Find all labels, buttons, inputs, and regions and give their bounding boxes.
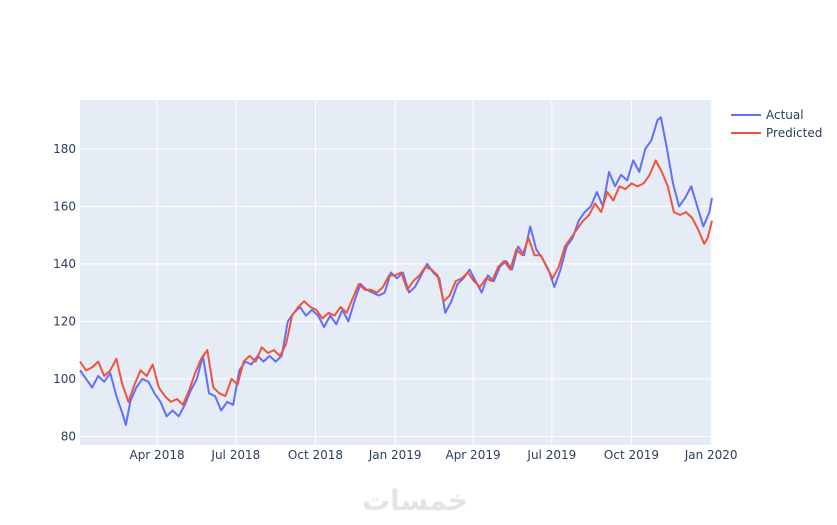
x-tick-label: Oct 2019 <box>604 448 659 462</box>
y-tick-label: 140 <box>53 257 76 271</box>
plot-background <box>80 100 712 445</box>
x-tick-label: Apr 2019 <box>445 448 500 462</box>
legend-item-predicted[interactable]: Predicted <box>731 126 822 140</box>
legend-label-predicted: Predicted <box>766 126 822 140</box>
x-tick-label: Jul 2019 <box>526 448 576 462</box>
legend-label-actual: Actual <box>766 108 804 122</box>
x-tick-label: Oct 2018 <box>288 448 343 462</box>
y-axis-ticks: 80 100 120 140 160 180 <box>53 142 76 444</box>
x-tick-label: Apr 2018 <box>129 448 184 462</box>
series-lines <box>79 116 713 426</box>
y-tick-label: 160 <box>53 199 76 213</box>
watermark-logo: خمسات <box>362 484 469 517</box>
legend-item-actual[interactable]: Actual <box>731 108 804 122</box>
grid-lines <box>80 100 712 445</box>
series-line-actual <box>79 116 713 426</box>
series-line-predicted <box>79 159 713 406</box>
x-tick-label: Jul 2018 <box>210 448 260 462</box>
y-tick-label: 100 <box>53 372 76 386</box>
x-tick-label: Jan 2019 <box>368 448 422 462</box>
y-tick-label: 80 <box>61 429 76 443</box>
y-tick-label: 180 <box>53 142 76 156</box>
x-axis-ticks: Apr 2018 Jul 2018 Oct 2018 Jan 2019 Apr 2019… <box>129 448 737 462</box>
y-tick-label: 120 <box>53 314 76 328</box>
x-tick-label: Jan 2020 <box>684 448 738 462</box>
legend[interactable]: Actual Predicted <box>731 108 822 140</box>
